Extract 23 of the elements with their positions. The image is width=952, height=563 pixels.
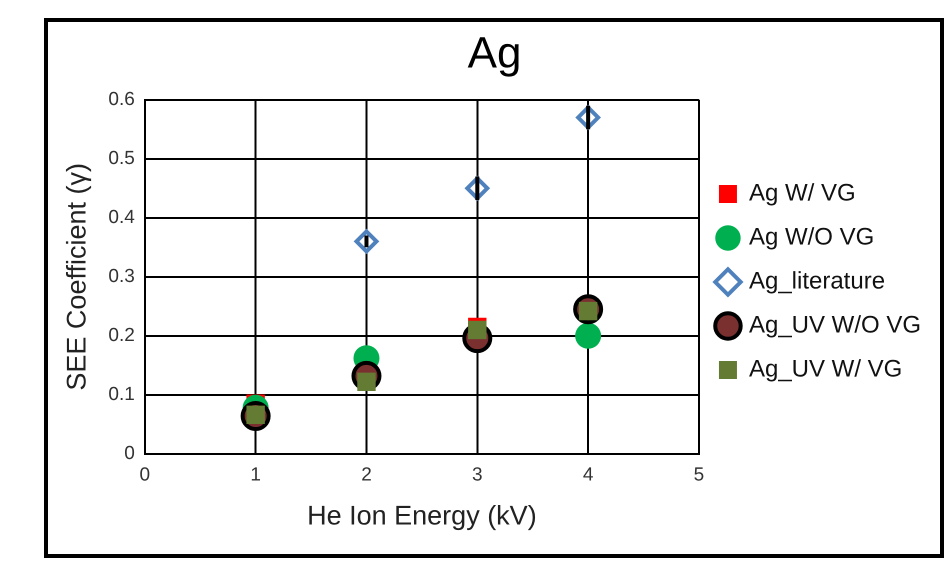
- x-tick-label: 2: [361, 464, 372, 486]
- y-tick-label: 0: [124, 443, 135, 464]
- x-tick-label: 5: [694, 464, 704, 486]
- legend-label: Ag_literature: [748, 268, 886, 295]
- point: [575, 322, 602, 349]
- legend-label: Ag W/ VG: [748, 180, 856, 207]
- y-axis-title: SEE Coefficient (γ): [62, 163, 92, 391]
- y-tick-label: 0.6: [108, 89, 135, 110]
- y-tick-label: 0.5: [108, 148, 135, 170]
- chart-title: Ag: [468, 28, 522, 78]
- y-tick-label: 0.2: [108, 325, 135, 346]
- x-axis-title: He Ion Energy (kV): [307, 500, 537, 530]
- legend-label: Ag_UV W/O VG: [748, 312, 922, 339]
- legend-label: Ag_UV W/ VG: [748, 356, 902, 383]
- y-tick-label: 0.3: [108, 266, 135, 288]
- x-tick-label: 0: [140, 464, 150, 486]
- x-tick-label: 1: [250, 464, 261, 486]
- point: [468, 320, 486, 340]
- x-tick-label: 3: [472, 464, 483, 486]
- y-tick-label: 0.4: [108, 207, 136, 228]
- legend-label: Ag W/O VG: [748, 224, 874, 251]
- y-tick-label: 0.1: [108, 384, 135, 406]
- x-tick-label: 4: [582, 464, 594, 486]
